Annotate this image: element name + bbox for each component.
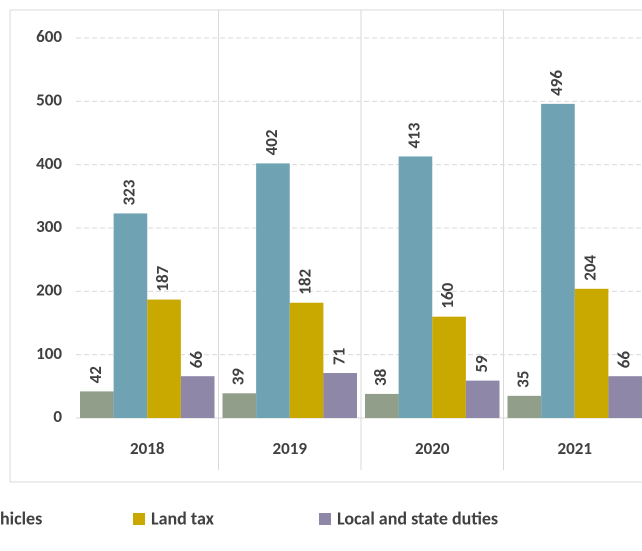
bar bbox=[364, 393, 399, 418]
data-label: 42 bbox=[85, 366, 106, 384]
legend-label: Land tax bbox=[151, 507, 215, 529]
bar bbox=[465, 380, 500, 418]
data-label: 413 bbox=[404, 122, 425, 148]
y-tick-label: 400 bbox=[36, 153, 62, 174]
data-label: 35 bbox=[512, 371, 533, 388]
data-label: 204 bbox=[580, 255, 601, 281]
data-label: 160 bbox=[437, 282, 458, 308]
bar bbox=[147, 299, 181, 418]
y-tick-label: 500 bbox=[36, 89, 62, 110]
legend-swatch bbox=[319, 513, 331, 525]
data-label: 38 bbox=[370, 368, 391, 386]
data-label: 66 bbox=[186, 351, 207, 369]
x-tick-label: 2018 bbox=[130, 438, 165, 459]
bar bbox=[222, 393, 257, 418]
bar bbox=[289, 302, 324, 418]
legend-label: hicles bbox=[0, 507, 42, 529]
x-tick-label: 2019 bbox=[273, 438, 308, 459]
bar bbox=[432, 316, 466, 418]
data-label: 496 bbox=[546, 70, 567, 96]
data-label: 323 bbox=[119, 179, 140, 205]
y-tick-label: 200 bbox=[36, 279, 62, 300]
data-label: 402 bbox=[261, 129, 282, 155]
y-tick-label: 300 bbox=[36, 216, 62, 237]
y-tick-label: 100 bbox=[36, 343, 62, 364]
x-tick-label: 2020 bbox=[415, 438, 450, 459]
data-label: 187 bbox=[152, 265, 173, 291]
data-label: 66 bbox=[613, 351, 634, 369]
bar bbox=[507, 395, 542, 418]
data-label: 39 bbox=[227, 368, 248, 386]
x-tick-label: 2021 bbox=[558, 438, 592, 459]
y-tick-label: 0 bbox=[53, 406, 62, 427]
bar bbox=[113, 213, 148, 418]
data-label: 59 bbox=[471, 355, 492, 373]
bar bbox=[574, 288, 609, 418]
bar bbox=[608, 376, 642, 418]
bar bbox=[256, 163, 290, 418]
y-tick-label: 600 bbox=[36, 26, 62, 47]
legend-swatch bbox=[133, 513, 145, 525]
bar bbox=[79, 391, 114, 418]
bar bbox=[398, 156, 433, 418]
data-label: 71 bbox=[328, 348, 349, 365]
bar bbox=[180, 376, 215, 418]
bar bbox=[541, 103, 575, 418]
data-label: 182 bbox=[295, 269, 316, 295]
legend-label: Local and state duties bbox=[337, 507, 498, 529]
bar bbox=[323, 373, 358, 418]
